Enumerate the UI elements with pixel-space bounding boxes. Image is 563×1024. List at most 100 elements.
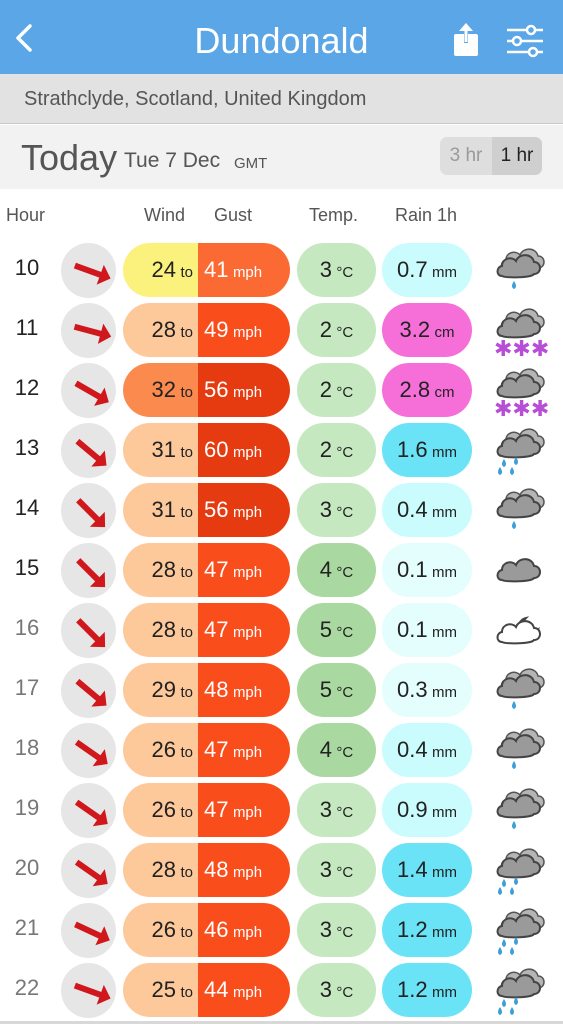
hour-label: 19 bbox=[14, 795, 40, 820]
speed-unit: mph bbox=[232, 744, 263, 761]
temperature-unit: °C bbox=[336, 984, 354, 1001]
wind-arrow-icon bbox=[76, 558, 106, 588]
temperature-unit: °C bbox=[336, 624, 354, 641]
wind-speed-value: 26 bbox=[151, 797, 177, 822]
rain-value: 2.8 bbox=[399, 377, 431, 402]
wind-speed-pill: 28 to bbox=[123, 843, 199, 897]
rain-pill: 0.4 mm bbox=[382, 483, 472, 537]
page-title: Dundonald bbox=[194, 20, 369, 61]
wind-speed-pill: 31 to bbox=[123, 483, 199, 537]
temperature-unit: °C bbox=[336, 444, 354, 461]
wind-direction-badge bbox=[61, 783, 116, 838]
speed-unit: mph bbox=[232, 324, 263, 341]
wind-speed-value: 28 bbox=[151, 557, 177, 582]
temperature-unit: °C bbox=[336, 264, 354, 281]
wind-arrow-icon bbox=[74, 739, 108, 767]
gust-speed-value: 48 bbox=[204, 857, 229, 882]
interval-3hr-option[interactable]: 3 hr bbox=[449, 145, 483, 166]
wind-direction-badge bbox=[61, 843, 116, 898]
gust-speed-pill: 47 mph bbox=[198, 603, 290, 657]
snow-cloud-icon: ✱✱✱ bbox=[492, 304, 549, 362]
rain-pill: 0.1 mm bbox=[382, 543, 472, 597]
forecast-row: 13 31 to 60 mph 2 °C 1.6 mm bbox=[0, 420, 563, 480]
column-header-temp: Temp. bbox=[309, 205, 359, 225]
wind-to-label: to bbox=[180, 924, 193, 941]
wind-direction-badge bbox=[61, 963, 116, 1018]
forecast-row: 20 28 to 48 mph 3 °C 1.4 mm bbox=[0, 840, 563, 900]
back-chevron-icon[interactable] bbox=[10, 22, 40, 54]
rain-unit: mm bbox=[432, 444, 458, 461]
gust-speed-value: 49 bbox=[204, 317, 229, 342]
speed-unit: mph bbox=[232, 684, 263, 701]
gust-speed-value: 48 bbox=[204, 677, 229, 702]
wind-to-label: to bbox=[180, 624, 193, 641]
gust-speed-pill: 48 mph bbox=[198, 843, 290, 897]
wind-to-label: to bbox=[180, 504, 193, 521]
wind-arrow-icon bbox=[74, 921, 110, 946]
wind-arrow-icon bbox=[75, 438, 107, 467]
forecast-row: 18 26 to 47 mph 4 °C 0.4 mm bbox=[0, 720, 563, 780]
wind-speed-value: 31 bbox=[151, 497, 177, 522]
forecast-row: 15 28 to 47 mph 4 °C 0.1 mm bbox=[0, 540, 563, 600]
temperature-unit: °C bbox=[336, 864, 354, 881]
rain-unit: mm bbox=[432, 684, 458, 701]
timezone-label: GMT bbox=[234, 155, 268, 172]
wind-to-label: to bbox=[180, 744, 193, 761]
date-label: Tue 7 Dec bbox=[124, 149, 221, 172]
temperature-value: 3 bbox=[319, 857, 332, 882]
temperature-value: 5 bbox=[319, 617, 332, 642]
wind-speed-value: 32 bbox=[151, 377, 177, 402]
rain-pill: 1.6 mm bbox=[382, 423, 472, 477]
gust-speed-pill: 41 mph bbox=[198, 243, 290, 297]
rain-cloud-icon bbox=[492, 724, 548, 778]
temperature-pill: 4 °C bbox=[297, 543, 376, 597]
gust-speed-pill: 60 mph bbox=[198, 423, 290, 477]
wind-to-label: to bbox=[180, 444, 193, 461]
speed-unit: mph bbox=[232, 864, 263, 881]
hour-label: 10 bbox=[14, 255, 40, 280]
wind-arrow-icon bbox=[74, 859, 108, 887]
wind-speed-pill: 28 to bbox=[123, 603, 199, 657]
wind-arrow-icon bbox=[75, 678, 107, 707]
speed-unit: mph bbox=[232, 924, 263, 941]
wind-direction-badge bbox=[61, 603, 116, 658]
gust-speed-pill: 46 mph bbox=[198, 903, 290, 957]
wind-speed-value: 28 bbox=[151, 317, 177, 342]
gust-speed-pill: 47 mph bbox=[198, 783, 290, 837]
speed-unit: mph bbox=[232, 624, 263, 641]
rain-pill: 0.1 mm bbox=[382, 603, 472, 657]
rain-unit: mm bbox=[432, 564, 458, 581]
rain-pill: 0.7 mm bbox=[382, 243, 472, 297]
rain-pill: 1.4 mm bbox=[382, 843, 472, 897]
hour-label: 12 bbox=[14, 375, 40, 400]
speed-unit: mph bbox=[232, 264, 263, 281]
wind-speed-value: 29 bbox=[151, 677, 177, 702]
share-icon[interactable] bbox=[449, 22, 483, 58]
rain-pill: 0.9 mm bbox=[382, 783, 472, 837]
rain-cloud-icon bbox=[492, 664, 548, 718]
temperature-pill: 3 °C bbox=[297, 903, 376, 957]
wind-speed-value: 25 bbox=[151, 977, 177, 1002]
temperature-unit: °C bbox=[336, 924, 354, 941]
temperature-value: 4 bbox=[319, 737, 332, 762]
wind-speed-pill: 29 to bbox=[123, 663, 199, 717]
hour-label: 17 bbox=[14, 675, 40, 700]
speed-unit: mph bbox=[232, 564, 263, 581]
cloud-icon bbox=[492, 544, 548, 598]
wind-speed-pill: 32 to bbox=[123, 363, 199, 417]
wind-direction-badge bbox=[61, 903, 116, 958]
hour-label: 20 bbox=[14, 855, 40, 880]
wind-to-label: to bbox=[180, 804, 193, 821]
gust-speed-value: 56 bbox=[204, 377, 229, 402]
rain-value: 3.2 bbox=[399, 317, 431, 342]
settings-sliders-icon[interactable] bbox=[505, 24, 545, 58]
rain-unit: mm bbox=[432, 504, 458, 521]
gust-speed-value: 47 bbox=[204, 737, 229, 762]
gust-speed-value: 60 bbox=[204, 437, 229, 462]
temperature-pill: 3 °C bbox=[297, 783, 376, 837]
interval-1hr-option[interactable]: 1 hr bbox=[492, 137, 542, 175]
gust-speed-value: 47 bbox=[204, 617, 229, 642]
rain-value: 1.6 bbox=[396, 437, 428, 462]
wind-to-label: to bbox=[180, 264, 193, 281]
rain-value: 0.4 bbox=[396, 497, 428, 522]
